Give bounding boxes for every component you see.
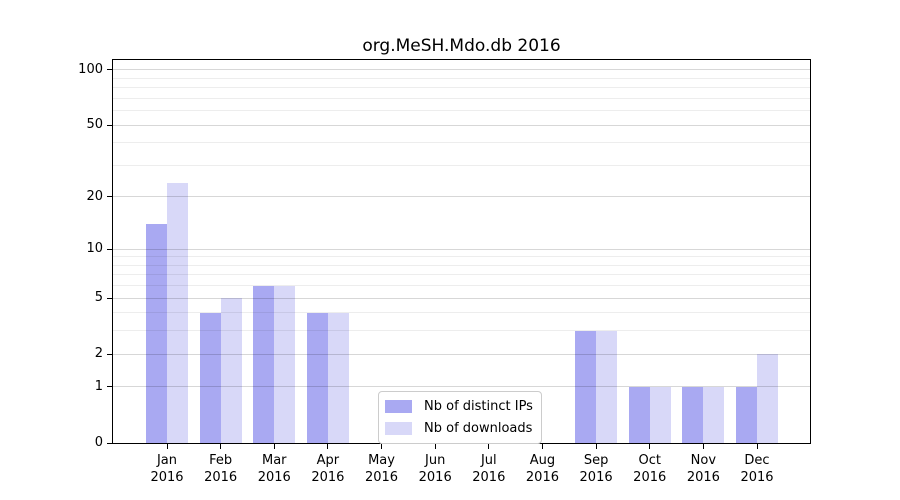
y-tick-10 [107, 248, 113, 250]
legend-item-downloads: Nb of downloads [385, 419, 533, 438]
y-tick-5 [107, 297, 113, 299]
x-tick-may [381, 444, 383, 449]
legend: Nb of distinct IPs Nb of downloads [378, 391, 542, 444]
y-tick-2 [107, 353, 113, 355]
y-label-10: 10 [86, 241, 103, 257]
x-tick-nov [702, 444, 704, 449]
legend-item-distinct-ips: Nb of distinct IPs [385, 397, 533, 416]
y-tick-100 [107, 69, 113, 71]
y-label-1: 1 [94, 378, 103, 394]
x-tick-dec [756, 444, 758, 449]
x-label-jun: Jun 2016 [418, 453, 452, 485]
y-tick-0 [107, 442, 113, 444]
bar-nb-of-distinct-ips-apr [306, 312, 328, 443]
y-label-20: 20 [86, 188, 103, 204]
y-label-100: 100 [78, 61, 103, 77]
x-label-oct: Oct 2016 [633, 453, 667, 485]
legend-label-distinct-ips: Nb of distinct IPs [424, 399, 533, 414]
bar-nb-of-downloads-sep [596, 330, 618, 443]
bar-nb-of-distinct-ips-jan [146, 224, 167, 443]
x-tick-jan [166, 444, 168, 449]
x-tick-aug [541, 444, 543, 449]
x-label-nov: Nov 2016 [686, 453, 720, 485]
y-tick-1 [107, 386, 113, 388]
y-tick-50 [107, 124, 113, 126]
bar-nb-of-distinct-ips-oct [628, 386, 650, 443]
bar-nb-of-distinct-ips-sep [575, 330, 597, 443]
legend-swatch-distinct-ips-icon [385, 400, 412, 413]
x-label-sep: Sep 2016 [579, 453, 613, 485]
x-tick-oct [649, 444, 651, 449]
y-label-5: 5 [94, 290, 103, 306]
x-tick-feb [220, 444, 222, 449]
x-label-mar: Mar 2016 [257, 453, 291, 485]
bar-nb-of-distinct-ips-nov [682, 386, 704, 443]
bar-nb-of-downloads-feb [220, 298, 242, 443]
bar-nb-of-downloads-oct [649, 386, 671, 443]
y-label-0: 0 [94, 435, 103, 450]
x-tick-apr [327, 444, 329, 449]
bar-nb-of-distinct-ips-dec [736, 386, 757, 443]
y-label-50: 50 [86, 117, 103, 133]
y-label-2: 2 [94, 346, 103, 362]
x-label-jan: Jan 2016 [150, 453, 184, 485]
bar-nb-of-downloads-jan [167, 182, 188, 443]
y-tick-20 [107, 196, 113, 198]
x-label-apr: Apr 2016 [311, 453, 345, 485]
chart-title: org.MeSH.Mdo.db 2016 [362, 36, 561, 56]
legend-label-downloads: Nb of downloads [424, 421, 533, 436]
bar-nb-of-downloads-dec [757, 354, 778, 443]
x-tick-sep [595, 444, 597, 449]
x-tick-jun [434, 444, 436, 449]
bar-nb-of-distinct-ips-feb [199, 312, 221, 443]
x-label-feb: Feb 2016 [204, 453, 238, 485]
x-label-may: May 2016 [364, 453, 399, 485]
legend-swatch-downloads-icon [385, 422, 412, 435]
bar-nb-of-downloads-nov [703, 386, 725, 443]
bar-nb-of-downloads-apr [327, 312, 349, 443]
bar-nb-of-downloads-mar [274, 285, 296, 443]
x-tick-jul [488, 444, 490, 449]
bar-nb-of-distinct-ips-mar [253, 285, 275, 443]
x-tick-mar [273, 444, 275, 449]
x-label-dec: Dec 2016 [740, 453, 774, 485]
bars-layer [113, 60, 810, 443]
x-label-aug: Aug 2016 [525, 453, 559, 485]
x-label-jul: Jul 2016 [472, 453, 506, 485]
plot-area: Nb of distinct IPs Nb of downloads [112, 59, 811, 444]
